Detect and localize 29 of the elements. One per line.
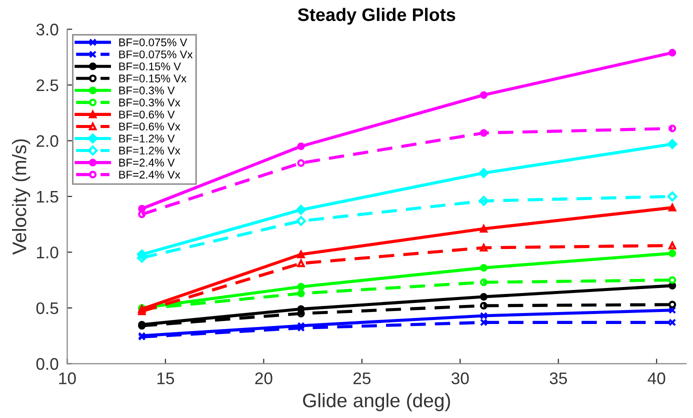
legend-label: BF=0.075% Vx [119, 50, 193, 58]
y-tick-label: 0.5 [36, 302, 58, 314]
legend-label: BF=0.15% V [119, 62, 181, 70]
x-tick-label: 25 [353, 372, 370, 384]
legend-label: BF=0.3% V [119, 86, 175, 94]
legend-label: BF=0.6% V [119, 110, 175, 118]
legend-label: BF=1.2% V [119, 134, 175, 142]
legend-label: BF=1.2% Vx [119, 146, 180, 154]
legend-label: BF=0.075% V [119, 38, 188, 46]
y-tick-label: 1.5 [36, 191, 58, 203]
x-tick-label: 10 [59, 372, 76, 384]
x-tick-label: 20 [255, 372, 272, 384]
y-tick-label: 3.0 [36, 24, 58, 36]
x-tick-label: 40 [648, 372, 666, 384]
chart-title: Steady Glide Plots [298, 8, 456, 25]
x-axis-title: Glide angle (deg) [303, 393, 450, 412]
legend-label: BF=0.15% Vx [119, 74, 186, 82]
legend-label: BF=2.4% Vx [119, 170, 180, 179]
legend-label: BF=2.4% V [119, 158, 175, 167]
y-tick-label: 2.5 [36, 79, 58, 92]
y-tick-label: 2.0 [36, 135, 58, 147]
y-axis-title: Velocity (m/s) [12, 139, 30, 255]
x-tick-label: 15 [157, 372, 174, 384]
y-tick-label: 1.0 [36, 246, 58, 258]
legend-label: BF=0.6% Vx [119, 122, 180, 130]
y-tick-label: 0.0 [36, 358, 58, 370]
legend-label: BF=0.3% Vx [119, 98, 180, 106]
x-tick-label: 35 [550, 372, 567, 384]
x-tick-label: 30 [452, 372, 469, 384]
